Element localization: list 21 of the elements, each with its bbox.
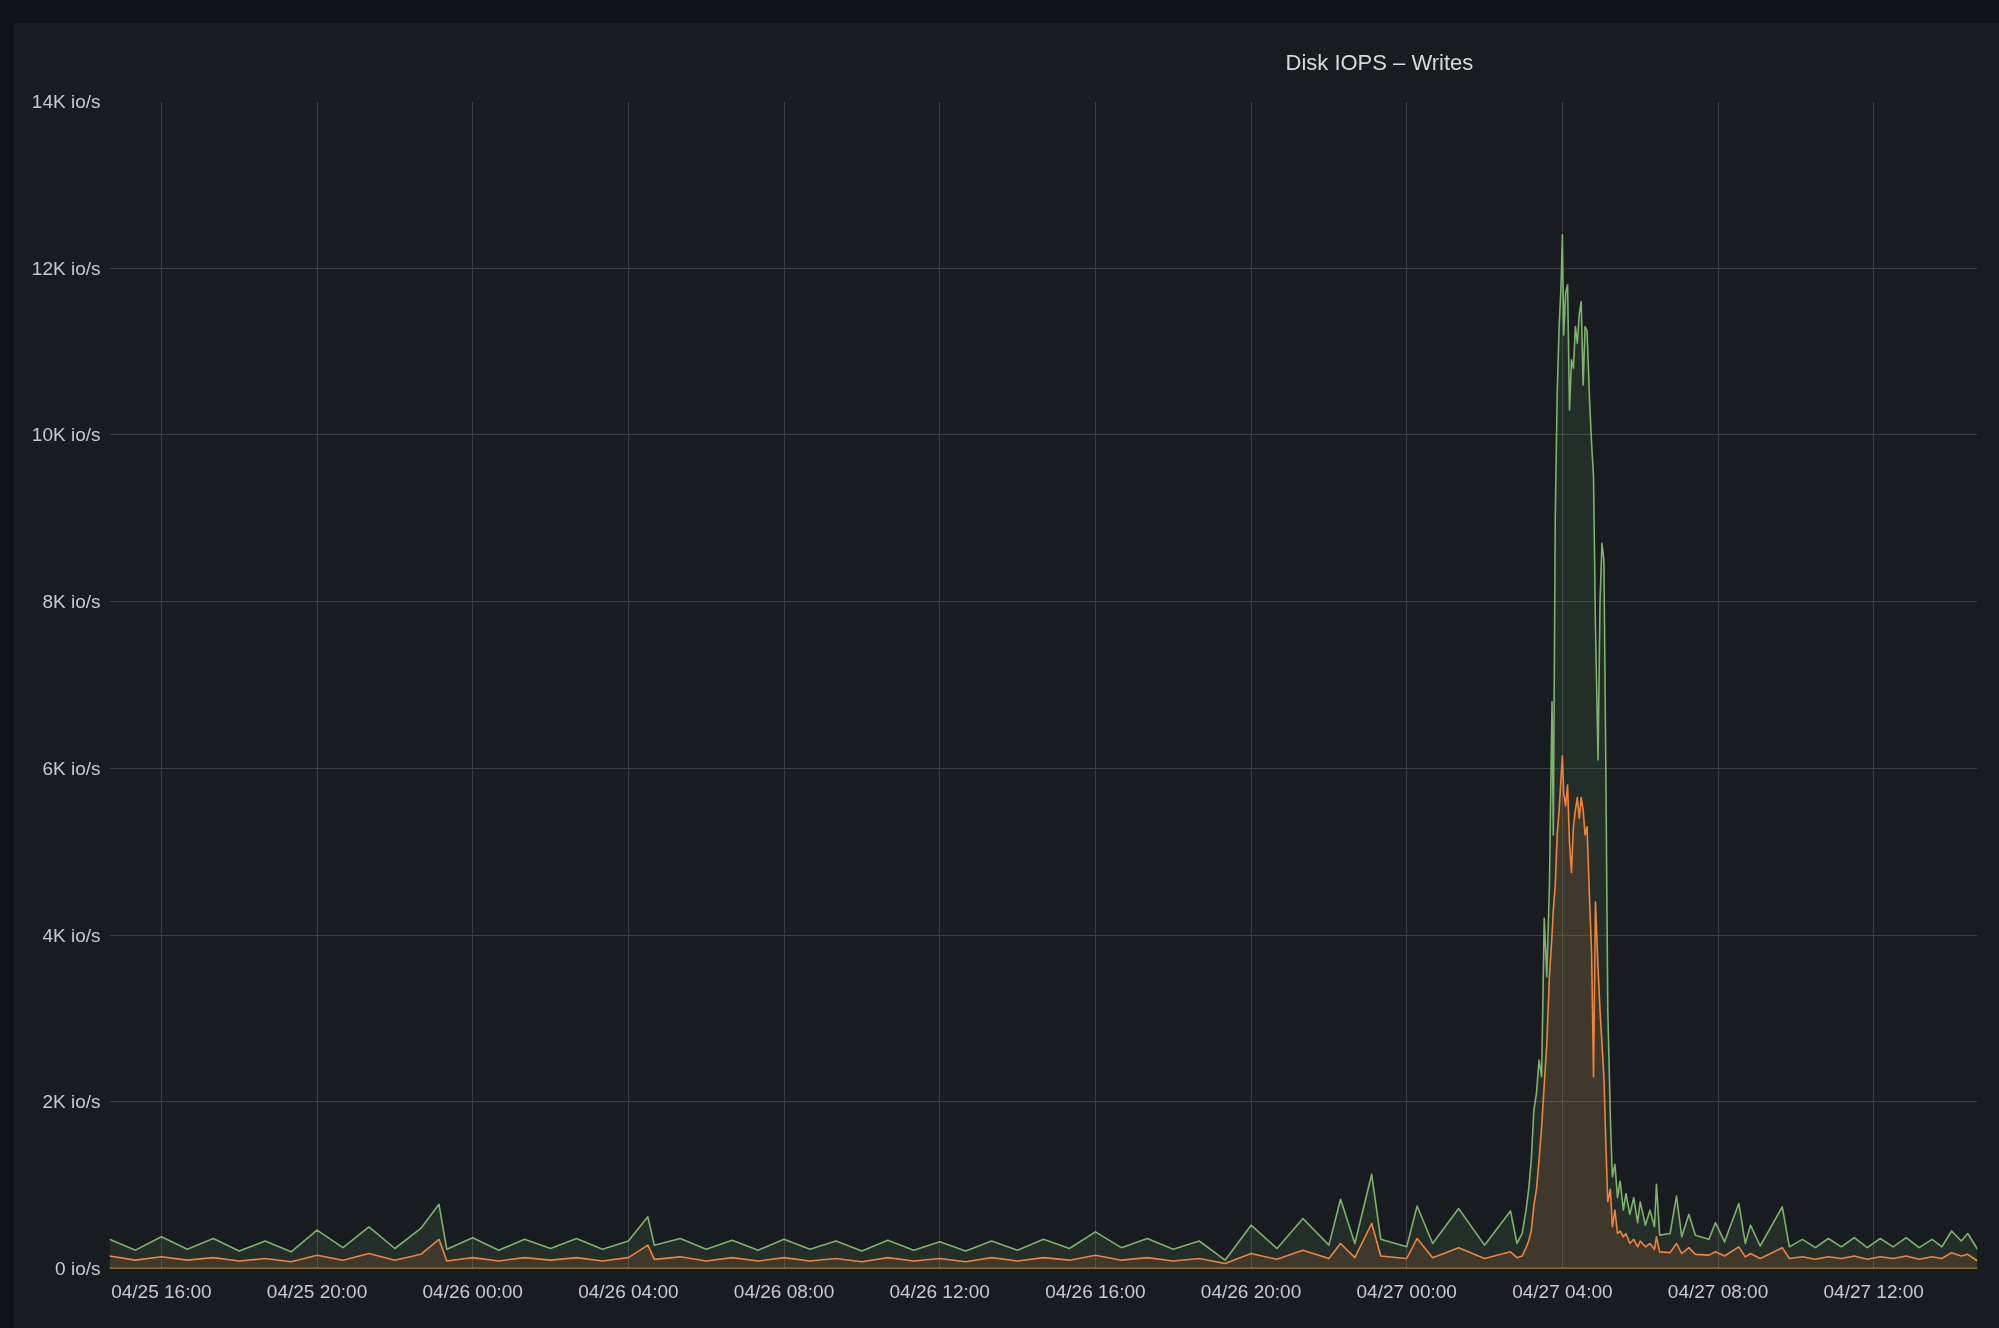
- x-tick-label: 04/26 20:00: [1200, 1280, 1302, 1302]
- x-tick-label: 04/27 08:00: [1667, 1280, 1769, 1302]
- y-tick-label: 4K io/s: [42, 924, 101, 946]
- x-tick-label: 04/26 16:00: [1045, 1280, 1146, 1302]
- y-tick-label: 12K io/s: [31, 257, 101, 279]
- x-tick-label: 04/27 12:00: [1823, 1280, 1924, 1302]
- x-tick-label: 04/27 00:00: [1356, 1280, 1457, 1302]
- x-tick-label: 04/26 04:00: [578, 1280, 679, 1302]
- y-tick-label: 2K io/s: [42, 1091, 101, 1113]
- x-tick-label: 04/25 20:00: [266, 1280, 368, 1302]
- y-tick-label: 8K io/s: [42, 591, 101, 613]
- x-tick-label: 04/26 08:00: [733, 1280, 835, 1302]
- y-tick-label: 6K io/s: [42, 757, 101, 779]
- y-tick-label: 10K io/s: [31, 424, 101, 446]
- x-tick-label: 04/25 16:00: [111, 1280, 212, 1302]
- chart-title: Disk IOPS – Writes: [1285, 49, 1474, 75]
- x-tick-label: 04/26 00:00: [422, 1280, 523, 1302]
- y-tick-label: 14K io/s: [31, 91, 101, 112]
- y-tick-label: 0 io/s: [55, 1258, 101, 1279]
- x-tick-label: 04/27 04:00: [1512, 1280, 1613, 1302]
- x-tick-label: 04/26 12:00: [889, 1280, 990, 1302]
